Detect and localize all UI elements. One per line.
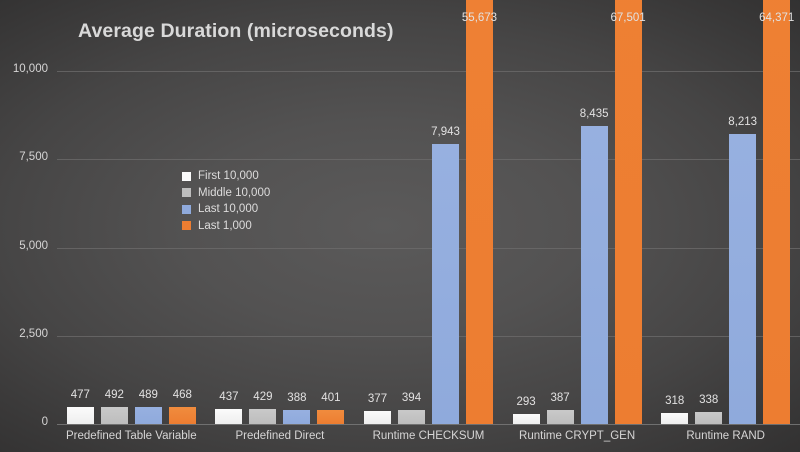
bar[interactable] <box>466 0 493 424</box>
bar-value-label: 8,213 <box>728 116 758 129</box>
bar-value-label: 387 <box>550 392 570 405</box>
bar-value-label: 437 <box>219 390 239 403</box>
category-label: Predefined Table Variable <box>65 430 197 442</box>
legend-item[interactable]: First 10,000 <box>182 168 270 185</box>
bar[interactable] <box>695 412 723 424</box>
bar-value-label: 7,943 <box>431 125 460 138</box>
legend-swatch-icon <box>182 221 191 231</box>
bar[interactable] <box>546 410 574 424</box>
legend-item[interactable]: Middle 10,000 <box>182 185 270 202</box>
y-axis-tick-label: 5,000 <box>19 239 48 252</box>
gridline <box>57 424 800 425</box>
gridline <box>57 159 800 161</box>
bar[interactable] <box>134 406 162 424</box>
gridline <box>57 247 800 249</box>
bar-value-label: 492 <box>104 388 124 401</box>
legend-item[interactable]: Last 1,000 <box>182 218 270 235</box>
bar-value-label: 293 <box>516 395 536 408</box>
bar-value-label: 55,673 <box>461 12 498 24</box>
bar[interactable] <box>168 407 196 424</box>
bar-value-label: 401 <box>321 391 341 404</box>
bar[interactable] <box>100 406 128 424</box>
category-label: Runtime RAND <box>686 430 765 442</box>
y-axis-tick-label: 10,000 <box>12 63 48 75</box>
bar[interactable] <box>398 410 425 424</box>
bar-value-label: 64,371 <box>759 12 795 24</box>
legend-label: Last 1,000 <box>198 219 252 232</box>
bar-value-label: 489 <box>138 388 158 401</box>
legend-label: First 10,000 <box>198 170 259 183</box>
bar-value-label: 394 <box>401 392 422 405</box>
bar-value-label: 377 <box>367 392 388 405</box>
bar[interactable] <box>763 0 791 424</box>
chart-title: Average Duration (microseconds) <box>78 20 394 42</box>
legend-label: Last 10,000 <box>198 203 259 216</box>
bar-value-label: 477 <box>70 389 90 402</box>
gridline <box>57 335 800 337</box>
bar[interactable] <box>661 412 689 424</box>
bar[interactable] <box>614 0 642 424</box>
y-axis-tick-label: 2,500 <box>19 327 48 340</box>
bar[interactable] <box>364 410 391 424</box>
legend-swatch-icon <box>182 188 191 198</box>
bar-value-label: 468 <box>172 389 192 402</box>
legend-swatch-icon <box>182 171 191 181</box>
bar[interactable] <box>432 143 459 424</box>
bar-value-label: 8,435 <box>579 108 609 121</box>
bar[interactable] <box>249 408 277 424</box>
bar[interactable] <box>580 126 608 424</box>
bar-value-label: 429 <box>253 390 273 403</box>
y-axis-tick-label: 7,500 <box>19 151 48 164</box>
y-axis-tick-label: 0 <box>41 416 48 428</box>
bar[interactable] <box>66 407 94 424</box>
bar-value-label: 318 <box>665 394 685 407</box>
bar[interactable] <box>215 408 243 424</box>
bar[interactable] <box>512 413 540 424</box>
category-label: Predefined Direct <box>235 430 325 442</box>
bar-value-label: 67,501 <box>610 12 646 24</box>
bar-value-label: 338 <box>699 394 719 407</box>
legend-label: Middle 10,000 <box>198 186 271 199</box>
legend-swatch-icon <box>182 204 191 214</box>
legend-item[interactable]: Last 10,000 <box>182 201 270 218</box>
category-label: Runtime CHECKSUM <box>372 430 485 442</box>
chart-legend: First 10,000 Middle 10,000 Last 10,000 Last… <box>182 168 270 234</box>
bar-value-label: 388 <box>287 392 307 405</box>
bar[interactable] <box>729 134 757 424</box>
bar[interactable] <box>283 410 311 424</box>
bar[interactable] <box>317 409 345 424</box>
category-label: Runtime CRYPT_GEN <box>519 430 636 442</box>
gridline <box>57 71 800 72</box>
plot-area <box>66 0 791 424</box>
